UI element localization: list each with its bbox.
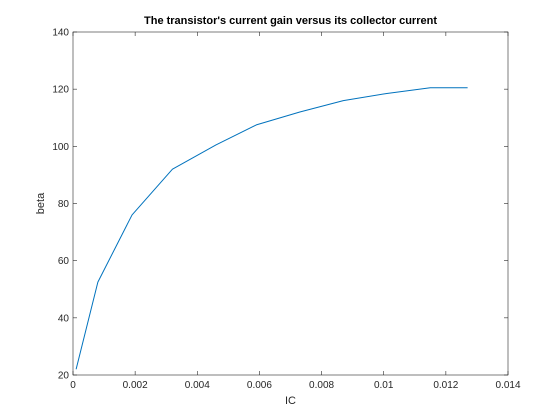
y-axis-label: beta	[35, 192, 47, 214]
axes-box	[73, 32, 508, 375]
x-tick-label: 0.008	[309, 380, 334, 391]
tick-labels-layer: 0 0.002 0.004 0.006 0.008 0.01 0.012 0.014 20 40 6…	[52, 28, 521, 392]
x-tick-label: 0	[70, 380, 76, 391]
x-tick-label: 0.014	[495, 380, 520, 391]
y-tick-label: 20	[58, 371, 70, 382]
y-tick-label: 40	[58, 313, 70, 324]
x-tick-label: 0.01	[374, 380, 394, 391]
y-tick-label: 140	[52, 28, 69, 39]
x-tick-label: 0.002	[123, 380, 148, 391]
series-layer	[76, 88, 468, 370]
series-line	[76, 88, 468, 370]
y-tick-label: 100	[52, 142, 69, 153]
x-tick-label: 0.004	[185, 380, 210, 391]
chart-title: The transistor's current gain versus its…	[144, 15, 437, 27]
y-tick-label: 120	[52, 85, 69, 96]
y-tick-label: 80	[58, 199, 70, 210]
x-tick-label: 0.012	[433, 380, 458, 391]
y-tick-label: 60	[58, 256, 70, 267]
ticks-layer	[73, 32, 508, 375]
x-axis-label: IC	[285, 395, 296, 407]
x-tick-label: 0.006	[247, 380, 272, 391]
